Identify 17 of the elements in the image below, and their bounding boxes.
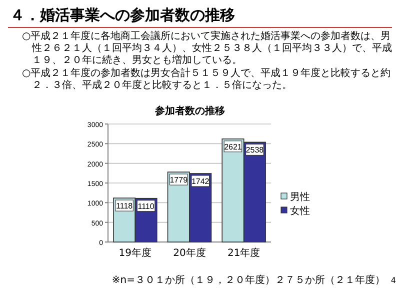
text: ○平成２１年度に各地商工会議所において実施された婚活事業への参加者数は、男性２６２１人（１回平均３４人）、女性２５３８人（１回平均３３人）で、平成１９、２０年に続き、男女とも増加している。 xyxy=(22,31,392,67)
data-label: 1110 xyxy=(138,202,155,211)
chart-title: ４．婚活事業への参加者数の推移 xyxy=(10,6,235,25)
legend-label: 女性 xyxy=(290,205,310,217)
data-label: 2621 xyxy=(224,142,242,152)
data-label: 1742 xyxy=(191,176,210,186)
x-tick-label: 21年度 xyxy=(227,247,260,259)
text: ○平成２１年度の参加者数は男女合計５１５９人で、平成１９年度と比較すると約２．３倍、平成２０年度と比較すると１．５倍になった。 xyxy=(22,68,392,92)
x-tick-label: 20年度 xyxy=(173,247,206,259)
text: ※n=３０１か所（１９，２０年度）２７５か所（２１年度） xyxy=(112,274,385,286)
data-label: 1779 xyxy=(170,176,188,185)
x-tick-label: 19年度 xyxy=(118,247,152,259)
data-label: 1118 xyxy=(116,202,134,211)
chart-subtitle: 参加者数の推移 xyxy=(154,105,225,117)
legend-label: 男性 xyxy=(290,191,310,203)
text: 4 xyxy=(390,276,396,285)
data-label: 2538 xyxy=(246,146,264,155)
